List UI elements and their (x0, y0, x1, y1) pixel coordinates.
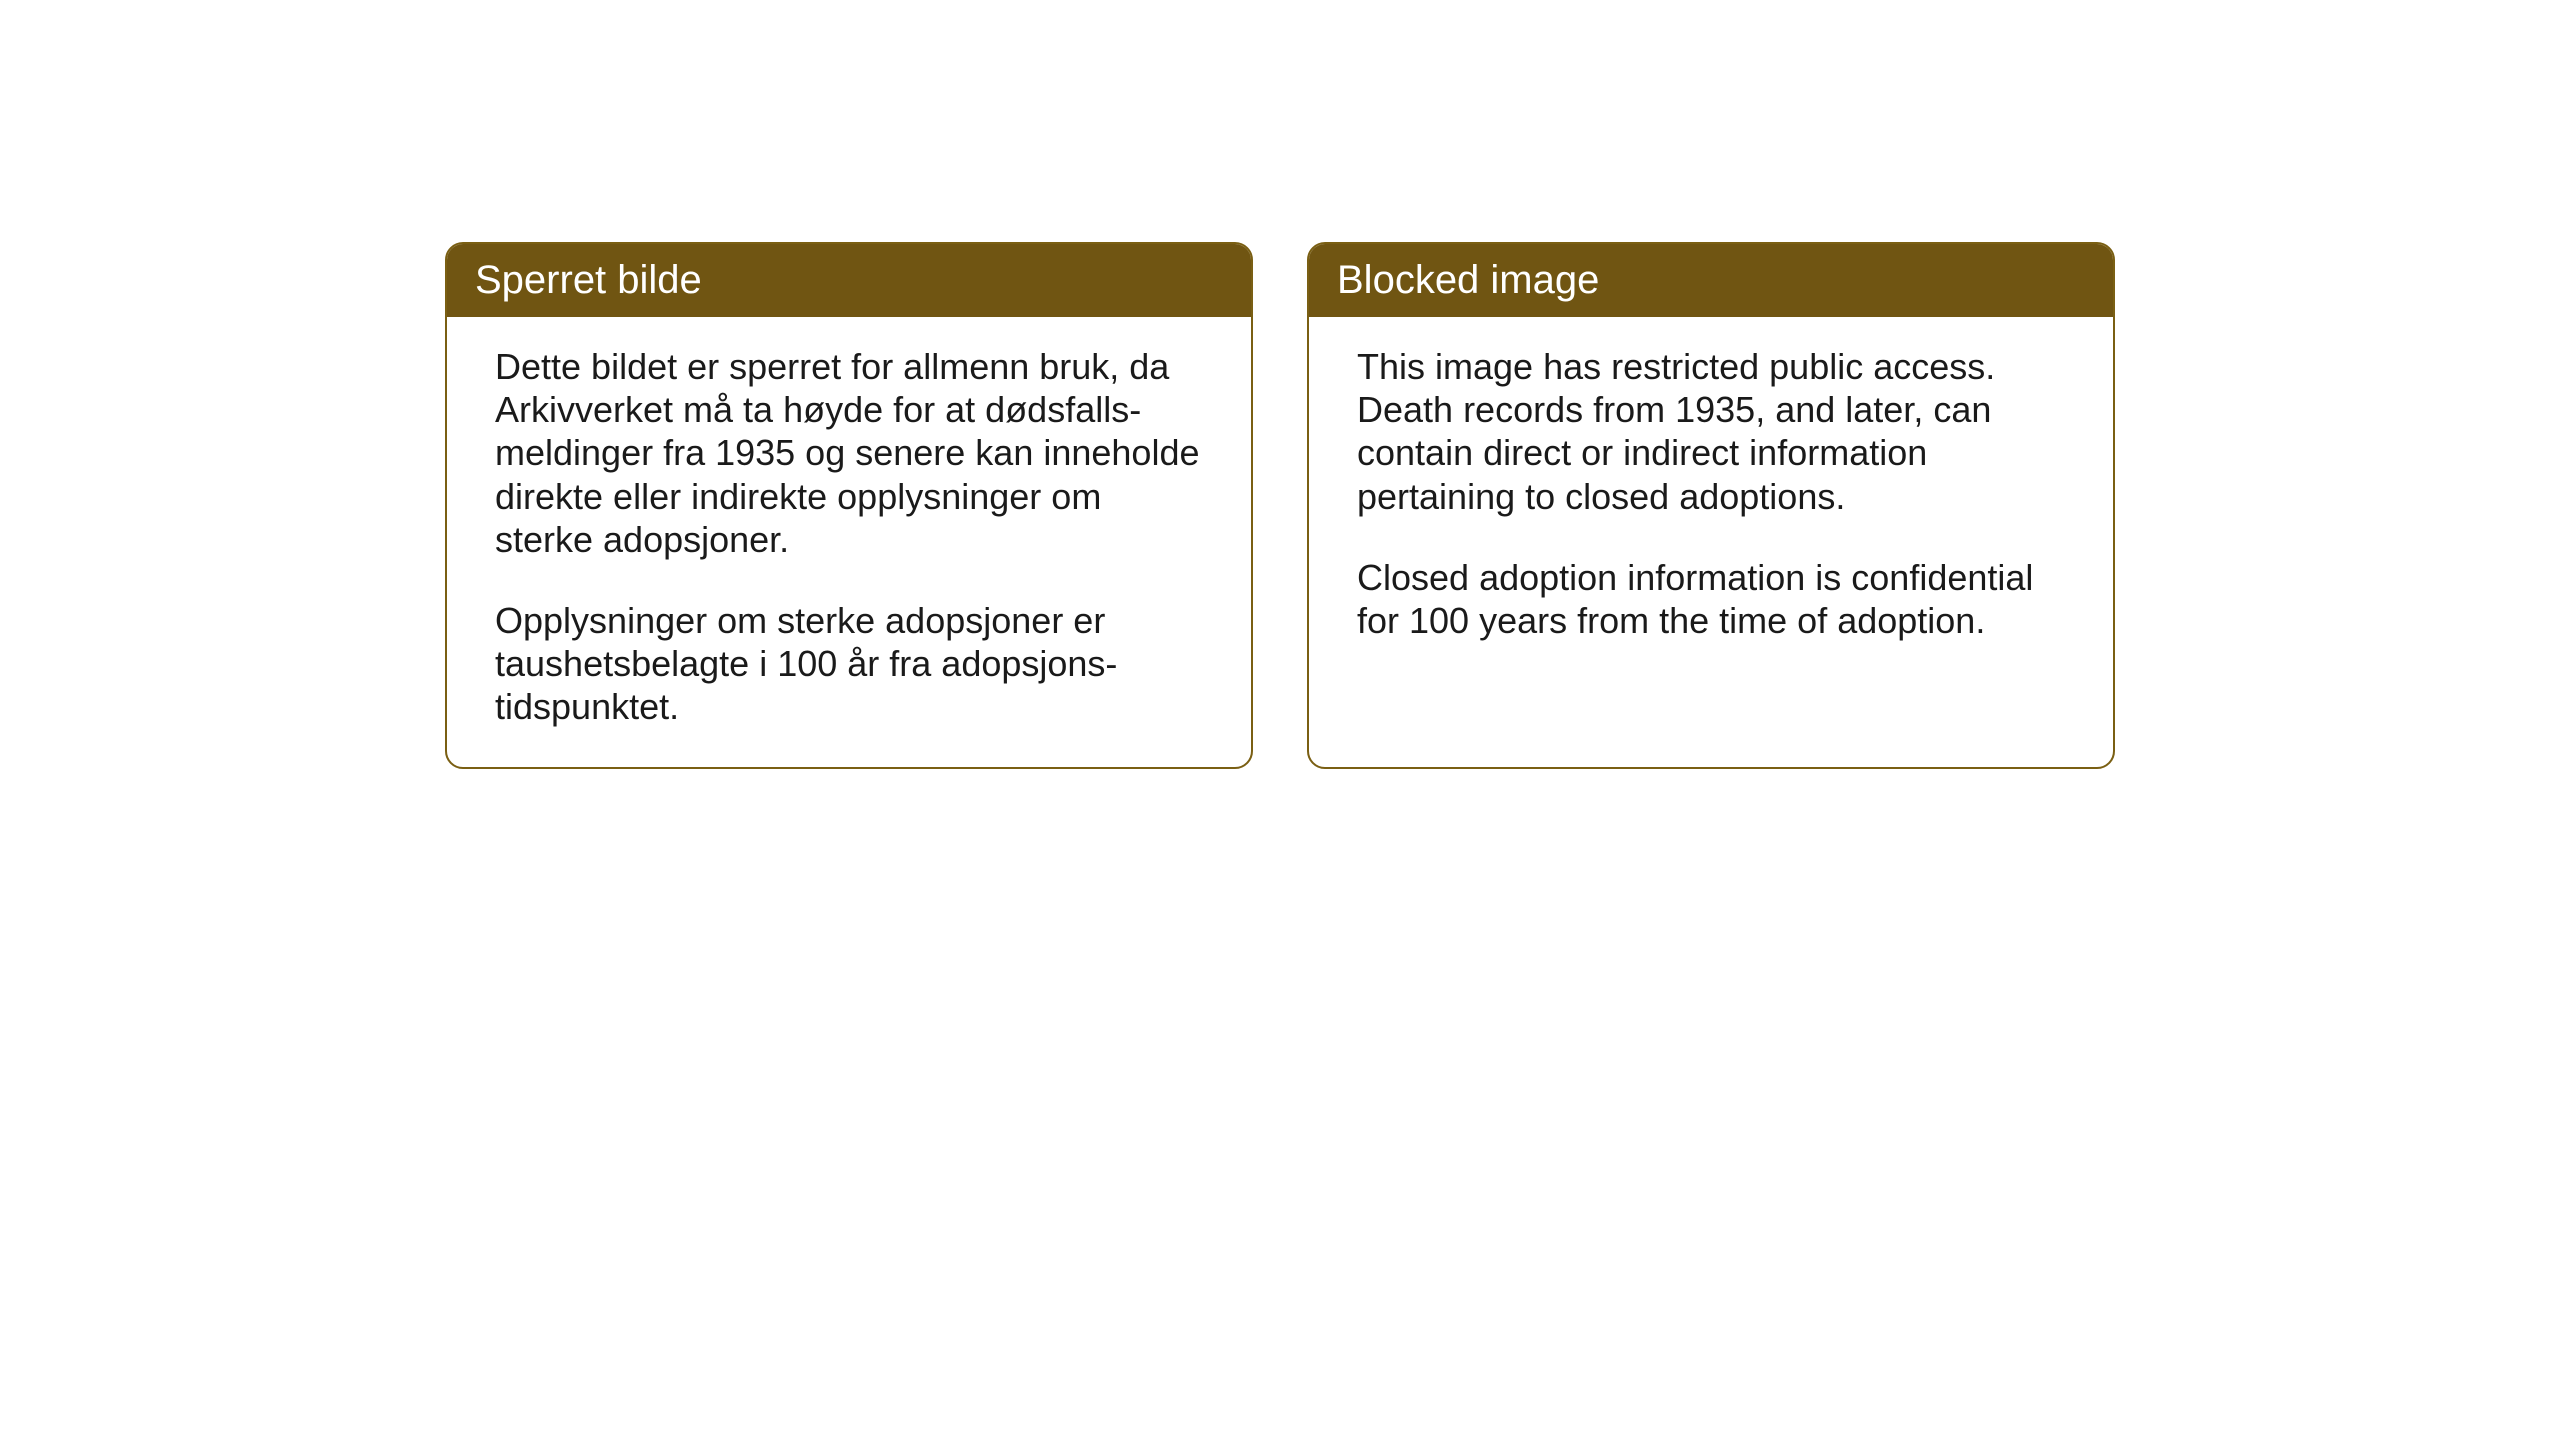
card-body-norwegian: Dette bildet er sperret for allmenn bruk… (447, 317, 1251, 767)
card-title-norwegian: Sperret bilde (475, 258, 702, 302)
cards-container: Sperret bilde Dette bildet er sperret fo… (445, 242, 2115, 769)
card-paragraph1-norwegian: Dette bildet er sperret for allmenn bruk… (495, 345, 1203, 561)
card-title-english: Blocked image (1337, 258, 1599, 302)
card-norwegian: Sperret bilde Dette bildet er sperret fo… (445, 242, 1253, 769)
card-paragraph2-norwegian: Opplysninger om sterke adopsjoner er tau… (495, 599, 1203, 729)
card-paragraph2-english: Closed adoption information is confident… (1357, 556, 2065, 642)
card-header-norwegian: Sperret bilde (447, 244, 1251, 317)
card-paragraph1-english: This image has restricted public access.… (1357, 345, 2065, 518)
card-english: Blocked image This image has restricted … (1307, 242, 2115, 769)
card-body-english: This image has restricted public access.… (1309, 317, 2113, 680)
card-header-english: Blocked image (1309, 244, 2113, 317)
